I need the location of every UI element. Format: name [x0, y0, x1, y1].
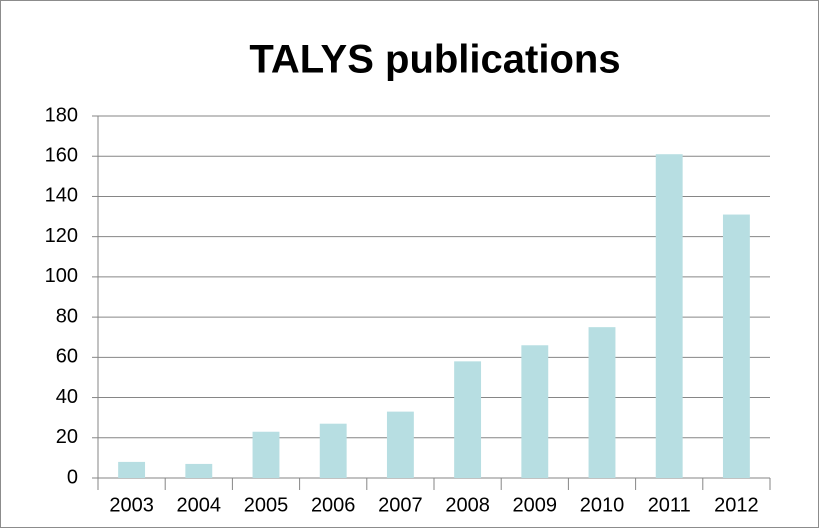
x-tick-label: 2008 — [445, 494, 490, 516]
bar — [722, 214, 750, 479]
x-tick-label: 2010 — [580, 494, 625, 516]
x-tick-label: 2005 — [244, 494, 289, 516]
y-tick-label: 120 — [45, 225, 78, 247]
x-tick-label: 2004 — [177, 494, 222, 516]
bar — [588, 327, 616, 478]
y-tick-label: 100 — [45, 265, 78, 287]
bar — [319, 423, 347, 478]
bar — [386, 411, 414, 478]
chart-title: TALYS publications — [249, 38, 620, 82]
y-tick-label: 160 — [45, 145, 78, 167]
x-tick-label: 2009 — [513, 494, 558, 516]
y-tick-label: 180 — [45, 104, 78, 126]
x-tick-label: 2011 — [648, 494, 691, 516]
bar — [521, 345, 549, 478]
y-tick-label: 140 — [45, 185, 78, 207]
x-tick-label: 2007 — [378, 494, 423, 516]
x-tick-label: 2012 — [714, 494, 759, 516]
y-tick-label: 60 — [56, 346, 78, 368]
bar — [252, 431, 280, 478]
x-tick-label: 2003 — [109, 494, 154, 516]
bar — [118, 461, 146, 478]
x-tick-label: 2006 — [311, 494, 356, 516]
y-tick-label: 0 — [67, 466, 78, 488]
y-tick-label: 40 — [56, 386, 78, 408]
bar — [185, 463, 213, 478]
bar — [655, 154, 683, 478]
y-tick-label: 80 — [56, 305, 78, 327]
bar — [454, 361, 482, 478]
y-tick-label: 20 — [56, 426, 78, 448]
